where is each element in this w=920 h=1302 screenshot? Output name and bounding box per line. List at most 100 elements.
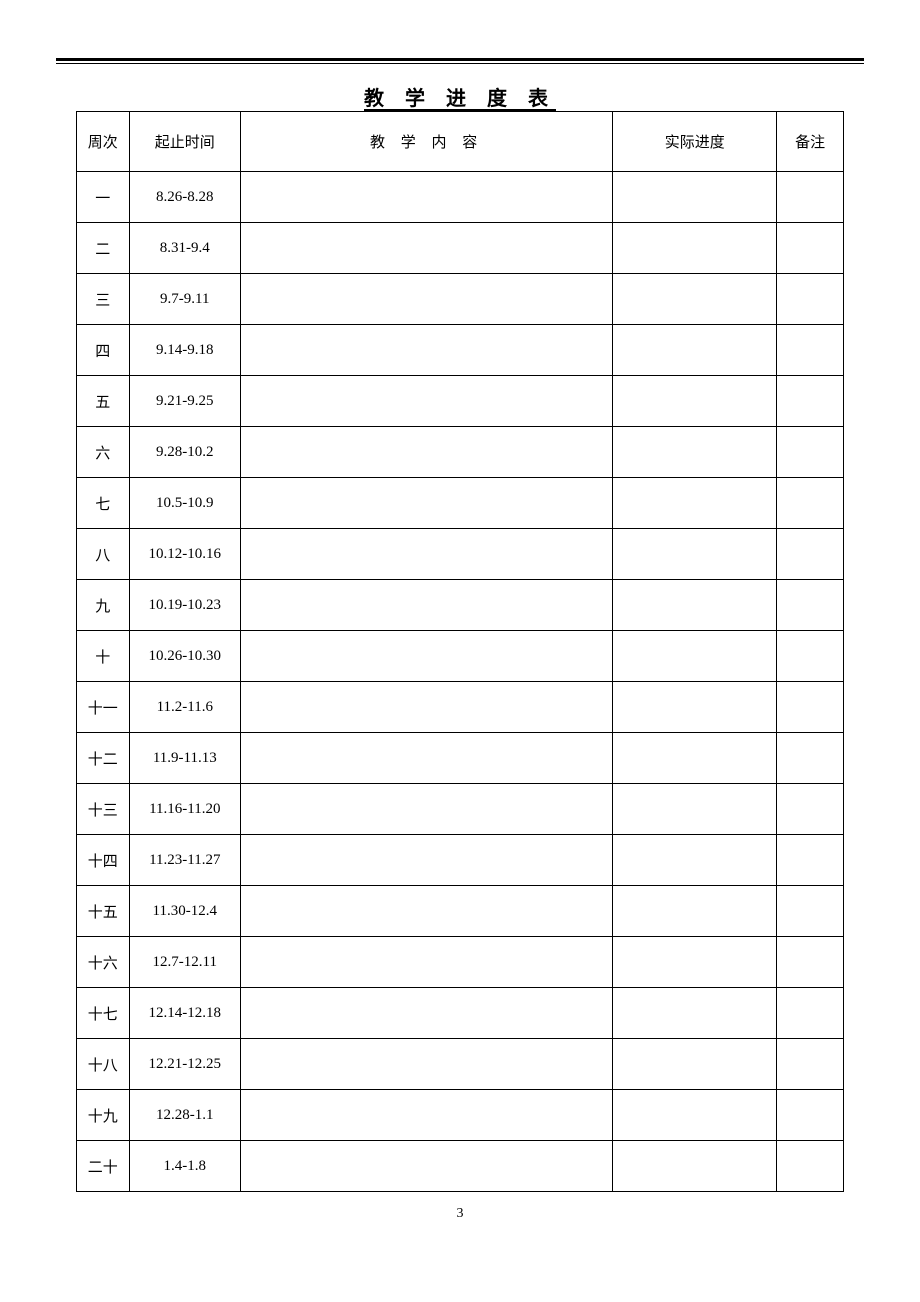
table-row: 九10.19-10.23 xyxy=(77,580,844,631)
table-body: 一8.26-8.28二8.31-9.4三9.7-9.11四9.14-9.18五9… xyxy=(77,172,844,1192)
page-title: 教 学 进 度 表 xyxy=(76,82,844,111)
table-row: 二8.31-9.4 xyxy=(77,223,844,274)
cell-week: 七 xyxy=(77,478,130,529)
cell-content xyxy=(240,274,612,325)
cell-progress xyxy=(613,937,777,988)
table-row: 七10.5-10.9 xyxy=(77,478,844,529)
cell-time: 11.9-11.13 xyxy=(129,733,240,784)
cell-progress xyxy=(613,1141,777,1192)
cell-week: 十一 xyxy=(77,682,130,733)
cell-progress xyxy=(613,1039,777,1090)
table-row: 十10.26-10.30 xyxy=(77,631,844,682)
table-row: 一8.26-8.28 xyxy=(77,172,844,223)
cell-note xyxy=(777,784,844,835)
cell-content xyxy=(240,529,612,580)
cell-note xyxy=(777,1141,844,1192)
cell-progress xyxy=(613,529,777,580)
cell-time: 10.26-10.30 xyxy=(129,631,240,682)
cell-note xyxy=(777,223,844,274)
cell-week: 一 xyxy=(77,172,130,223)
table-row: 十三11.16-11.20 xyxy=(77,784,844,835)
page-number: 3 xyxy=(0,1206,920,1222)
cell-time: 10.12-10.16 xyxy=(129,529,240,580)
cell-week: 十三 xyxy=(77,784,130,835)
cell-week: 十六 xyxy=(77,937,130,988)
cell-progress xyxy=(613,580,777,631)
cell-note xyxy=(777,733,844,784)
cell-progress xyxy=(613,784,777,835)
cell-time: 9.14-9.18 xyxy=(129,325,240,376)
cell-progress xyxy=(613,1090,777,1141)
cell-progress xyxy=(613,223,777,274)
cell-time: 11.16-11.20 xyxy=(129,784,240,835)
cell-progress xyxy=(613,325,777,376)
cell-content xyxy=(240,631,612,682)
cell-note xyxy=(777,1039,844,1090)
cell-content xyxy=(240,682,612,733)
cell-content xyxy=(240,427,612,478)
cell-time: 9.21-9.25 xyxy=(129,376,240,427)
cell-progress xyxy=(613,835,777,886)
cell-content xyxy=(240,376,612,427)
cell-week: 四 xyxy=(77,325,130,376)
header-week: 周次 xyxy=(77,112,130,172)
table-row: 四9.14-9.18 xyxy=(77,325,844,376)
cell-content xyxy=(240,172,612,223)
cell-time: 10.5-10.9 xyxy=(129,478,240,529)
header-content: 教 学 内 容 xyxy=(240,112,612,172)
cell-week: 十 xyxy=(77,631,130,682)
cell-time: 11.2-11.6 xyxy=(129,682,240,733)
cell-time: 9.7-9.11 xyxy=(129,274,240,325)
cell-note xyxy=(777,274,844,325)
table-row: 十七12.14-12.18 xyxy=(77,988,844,1039)
cell-time: 12.28-1.1 xyxy=(129,1090,240,1141)
cell-note xyxy=(777,988,844,1039)
cell-content xyxy=(240,1141,612,1192)
cell-note xyxy=(777,835,844,886)
cell-content xyxy=(240,580,612,631)
cell-content xyxy=(240,478,612,529)
table-row: 十九12.28-1.1 xyxy=(77,1090,844,1141)
cell-note xyxy=(777,682,844,733)
table-row: 二十1.4-1.8 xyxy=(77,1141,844,1192)
cell-content xyxy=(240,733,612,784)
table-row: 十一11.2-11.6 xyxy=(77,682,844,733)
cell-progress xyxy=(613,682,777,733)
cell-note xyxy=(777,325,844,376)
cell-content xyxy=(240,937,612,988)
table-row: 五9.21-9.25 xyxy=(77,376,844,427)
cell-progress xyxy=(613,733,777,784)
cell-week: 二 xyxy=(77,223,130,274)
cell-content xyxy=(240,1039,612,1090)
cell-content xyxy=(240,835,612,886)
table-row: 十四11.23-11.27 xyxy=(77,835,844,886)
cell-week: 十七 xyxy=(77,988,130,1039)
cell-content xyxy=(240,223,612,274)
cell-content xyxy=(240,988,612,1039)
cell-week: 十四 xyxy=(77,835,130,886)
table-row: 八10.12-10.16 xyxy=(77,529,844,580)
cell-progress xyxy=(613,274,777,325)
cell-time: 11.30-12.4 xyxy=(129,886,240,937)
page-top-rule-thick xyxy=(56,58,864,61)
cell-progress xyxy=(613,478,777,529)
cell-progress xyxy=(613,886,777,937)
cell-progress xyxy=(613,988,777,1039)
table-row: 十二11.9-11.13 xyxy=(77,733,844,784)
cell-week: 八 xyxy=(77,529,130,580)
header-note: 备注 xyxy=(777,112,844,172)
cell-content xyxy=(240,1090,612,1141)
page-content: 教 学 进 度 表 周次 起止时间 教 学 内 容 实际进度 备注 一8.26-… xyxy=(76,64,844,1192)
cell-note xyxy=(777,937,844,988)
cell-week: 十九 xyxy=(77,1090,130,1141)
cell-time: 11.23-11.27 xyxy=(129,835,240,886)
cell-time: 12.21-12.25 xyxy=(129,1039,240,1090)
cell-note xyxy=(777,172,844,223)
cell-note xyxy=(777,427,844,478)
table-header-row: 周次 起止时间 教 学 内 容 实际进度 备注 xyxy=(77,112,844,172)
cell-note xyxy=(777,886,844,937)
cell-note xyxy=(777,1090,844,1141)
cell-time: 12.7-12.11 xyxy=(129,937,240,988)
cell-content xyxy=(240,325,612,376)
cell-time: 10.19-10.23 xyxy=(129,580,240,631)
